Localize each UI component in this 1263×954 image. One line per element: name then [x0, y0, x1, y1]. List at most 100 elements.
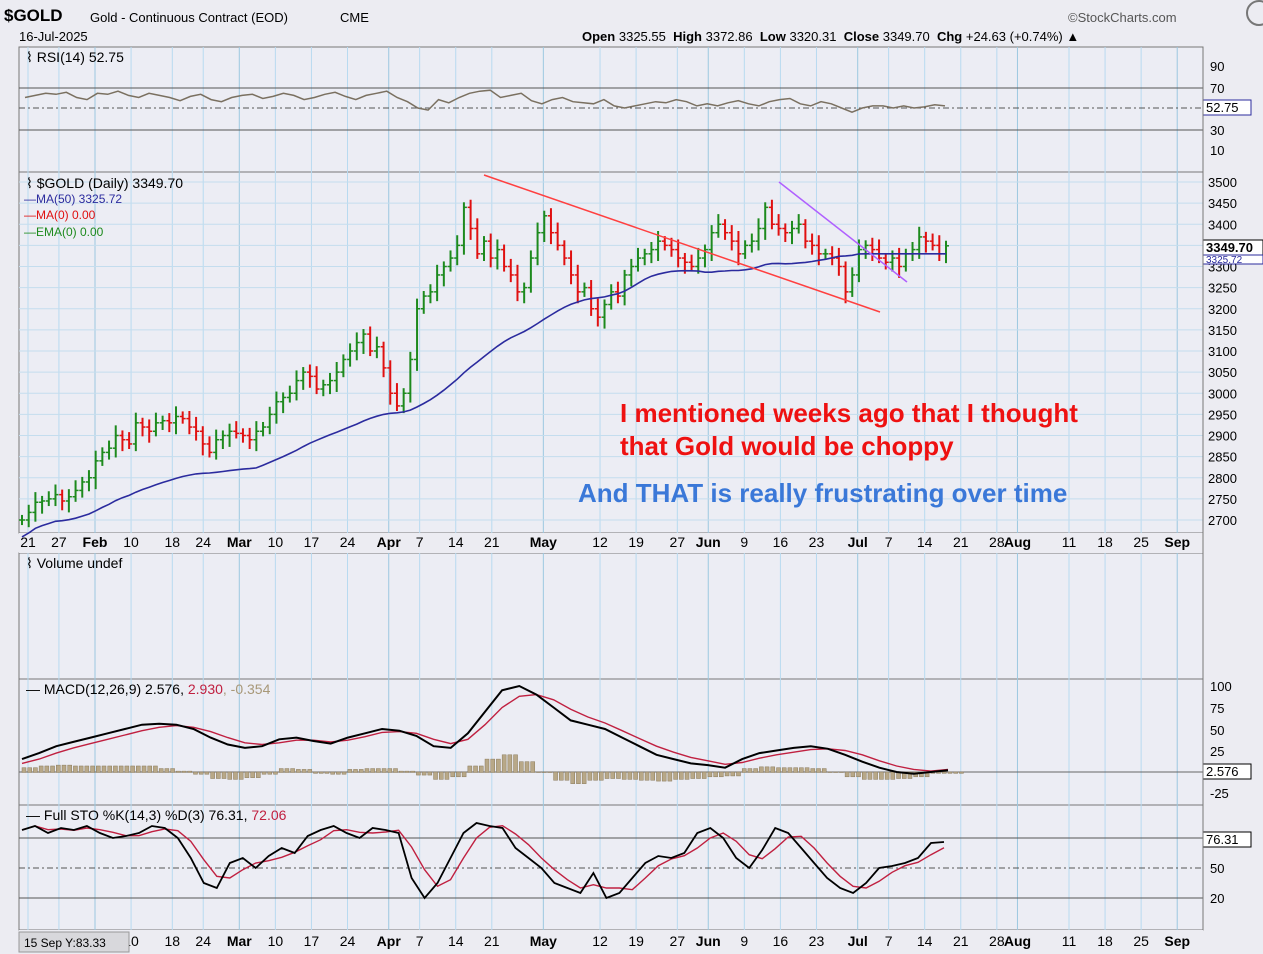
x-tick-label-bottom: 23	[809, 933, 825, 949]
price-legend-main: ⌇ $GOLD (Daily) 3349.70	[26, 175, 183, 191]
macd-histogram-bar	[233, 771, 238, 780]
price-tick: 2800	[1208, 471, 1237, 486]
macd-histogram-bar	[587, 771, 593, 781]
macd-histogram-bar	[821, 768, 827, 773]
macd-histogram-bar	[867, 771, 873, 780]
macd-histogram-bar	[427, 771, 433, 776]
macd-histogram-bar	[839, 771, 844, 773]
macd-histogram-bar	[50, 765, 55, 773]
price-tick: 3100	[1208, 344, 1237, 359]
x-tick-label: Jul	[848, 534, 868, 550]
x-tick-label: 10	[123, 534, 139, 550]
macd-histogram-bar	[759, 766, 764, 773]
macd-histogram-bar	[439, 771, 444, 780]
macd-histogram-bar	[559, 771, 564, 781]
macd-histogram-bar	[621, 771, 627, 780]
macd-histogram-bar	[353, 769, 358, 773]
price-tick: 3400	[1208, 217, 1237, 232]
macd-histogram-bar	[953, 771, 958, 774]
macd-histogram-bar	[221, 771, 227, 779]
macd-histogram-bar	[381, 768, 387, 773]
macd-histogram-bar	[793, 767, 798, 773]
symbol-description: Gold - Continuous Contract (EOD)	[90, 10, 288, 25]
x-tick-label: 19	[628, 534, 644, 550]
price-tick: 3050	[1208, 365, 1237, 380]
macd-histogram-bar	[536, 771, 541, 773]
sto-legend-d: 72.06	[251, 807, 286, 823]
macd-legend: — MACD(12,26,9) 2.576, 2.930, -0.354	[26, 681, 271, 697]
x-tick-label: 24	[340, 534, 356, 550]
macd-histogram-bar	[781, 767, 787, 773]
macd-histogram-bar	[884, 771, 890, 780]
macd-histogram-bar	[181, 770, 187, 773]
macd-histogram-bar	[564, 771, 570, 781]
macd-histogram-bar	[770, 766, 776, 773]
rsi-tick: 30	[1210, 123, 1224, 138]
rsi-last-value: 52.75	[1206, 100, 1239, 115]
x-tick-label-bottom: 12	[592, 933, 608, 949]
macd-histogram-bar	[124, 765, 130, 773]
x-tick-label: 14	[448, 534, 464, 550]
macd-histogram-bar	[330, 771, 335, 775]
macd-histogram-bar	[719, 771, 724, 778]
macd-histogram-bar	[56, 764, 61, 773]
macd-histogram-bar	[341, 771, 347, 775]
macd-histogram-bar	[336, 771, 341, 775]
x-tick-label-bottom: 28	[989, 933, 1005, 949]
macd-histogram-bar	[393, 768, 398, 773]
macd-histogram-bar	[33, 767, 38, 773]
x-tick-label: 10	[268, 534, 284, 550]
x-tick-label-bottom: 27	[670, 933, 686, 949]
macd-histogram-bar	[107, 765, 112, 773]
x-tick-label-bottom: 7	[416, 933, 424, 949]
x-tick-label-bottom: 9	[740, 933, 748, 949]
macd-histogram-bar	[833, 771, 838, 773]
macd-histogram-bar	[541, 771, 547, 773]
macd-histogram-bar	[153, 765, 158, 773]
macd-histogram-bar	[650, 771, 655, 781]
macd-histogram-bar	[347, 769, 353, 773]
x-tick-label: Sep	[1164, 534, 1190, 550]
macd-histogram-bar	[684, 771, 690, 780]
macd-histogram-bar	[627, 771, 633, 780]
x-tick-label-bottom: Jul	[848, 933, 868, 949]
macd-histogram-bar	[78, 765, 84, 773]
macd-last-value: 2.576	[1206, 764, 1239, 779]
macd-histogram-bar	[513, 754, 518, 773]
macd-histogram-bar	[673, 771, 678, 780]
x-tick-label: 18	[165, 534, 181, 550]
volume-legend: ⌇ Volume undef	[26, 555, 122, 571]
macd-histogram-bar	[844, 771, 850, 778]
price-tick: 3450	[1208, 196, 1237, 211]
x-axis-strip-bottom	[19, 930, 1203, 954]
macd-histogram-bar	[399, 770, 404, 773]
macd-histogram-bar	[176, 770, 181, 773]
x-tick-label: 27	[51, 534, 67, 550]
macd-histogram-bar	[942, 771, 947, 774]
macd-histogram-bar	[862, 771, 867, 780]
macd-histogram-bar	[256, 771, 261, 778]
panel-macd	[18, 678, 1204, 806]
macd-histogram-bar	[581, 771, 587, 784]
x-tick-label-bottom: 11	[1062, 933, 1077, 949]
macd-histogram-bar	[764, 766, 770, 773]
sto-last-value: 76.31	[1206, 832, 1239, 847]
macd-histogram-bar	[118, 765, 124, 773]
x-tick-label-bottom: 17	[304, 933, 320, 949]
macd-histogram-bar	[187, 770, 192, 773]
x-tick-label-bottom: Apr	[377, 933, 402, 949]
macd-histogram-bar	[753, 768, 758, 773]
macd-histogram-bar	[570, 771, 575, 784]
settings-circle-icon[interactable]	[1246, 0, 1263, 26]
macd-histogram-bar	[736, 771, 741, 777]
macd-histogram-bar	[244, 771, 250, 778]
macd-histogram-bar	[461, 771, 467, 778]
macd-histogram-bar	[404, 770, 410, 773]
price-legend-ma0: —MA(0) 0.00	[24, 208, 96, 222]
macd-histogram-bar	[210, 771, 215, 779]
macd-histogram-bar	[290, 768, 295, 773]
rsi-tick: 90	[1210, 59, 1224, 74]
panel-rsi	[18, 46, 1204, 173]
x-tick-label-bottom: 10	[268, 933, 284, 949]
x-tick-label-bottom: 21	[953, 933, 969, 949]
